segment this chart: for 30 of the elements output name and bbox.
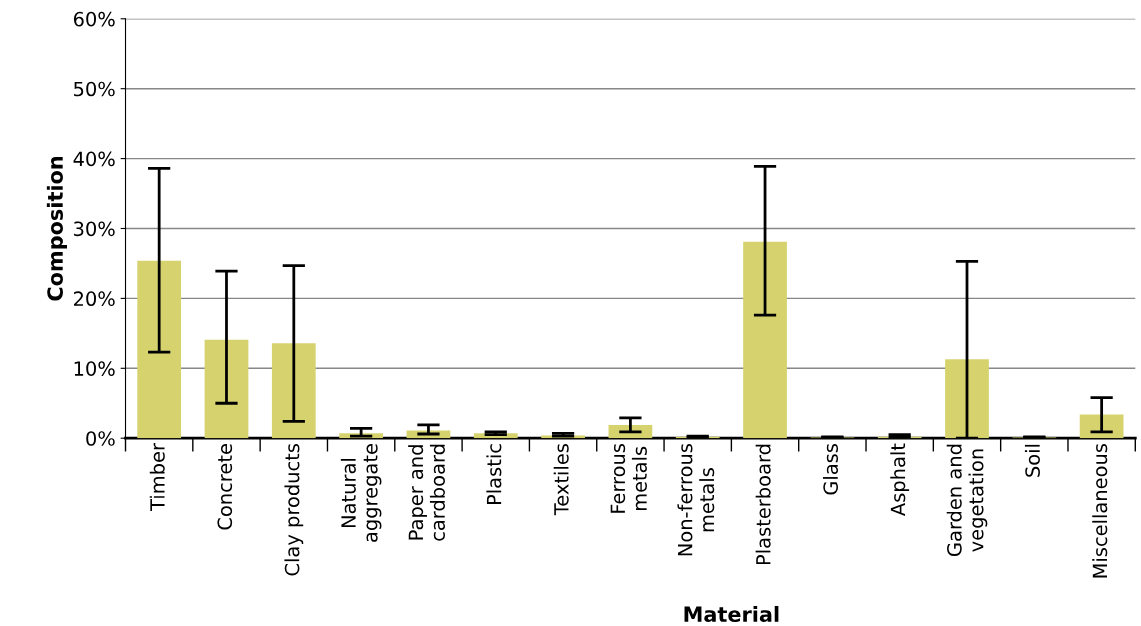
x-tick-label: Garden and vegetation xyxy=(946,444,988,556)
y-tick-label: 60% xyxy=(73,11,115,27)
bar xyxy=(271,343,316,439)
x-tick-label: Clay products xyxy=(284,444,304,576)
y-tick-label: 30% xyxy=(74,221,115,237)
x-tick-label: Natural aggregate xyxy=(340,444,382,542)
y-tick-label: 40% xyxy=(73,151,115,167)
x-tick-label: Soil xyxy=(1024,444,1040,477)
bar xyxy=(137,260,182,439)
x-tick-label: Paper and cardboard xyxy=(408,444,445,541)
y-tick-label: 20% xyxy=(73,291,115,307)
x-tick-label: Ferrous metals xyxy=(610,444,647,513)
y-axis-title: Composition xyxy=(46,156,68,301)
bar xyxy=(204,339,249,439)
bar xyxy=(945,359,989,439)
x-tick-label: Timber xyxy=(149,443,165,512)
y-tick-label: 0% xyxy=(86,431,115,446)
x-tick-label: Asphalt xyxy=(890,443,910,516)
y-tick-label: 50% xyxy=(74,81,115,97)
x-tick-label: Concrete xyxy=(217,444,233,530)
y-tick-label: 10% xyxy=(74,361,115,376)
x-tick-label: Glass xyxy=(822,444,838,495)
x-tick-label: Plasterboard xyxy=(755,444,771,565)
x-axis-title: Material xyxy=(684,605,779,623)
bar xyxy=(1079,414,1124,439)
x-tick-label: Non-ferrous metals xyxy=(677,444,715,556)
bar xyxy=(743,241,787,439)
x-tick-label: Textiles xyxy=(553,444,569,516)
x-tick-label: Plastic xyxy=(486,444,502,505)
x-tick-label: Miscellaneous xyxy=(1092,444,1108,578)
